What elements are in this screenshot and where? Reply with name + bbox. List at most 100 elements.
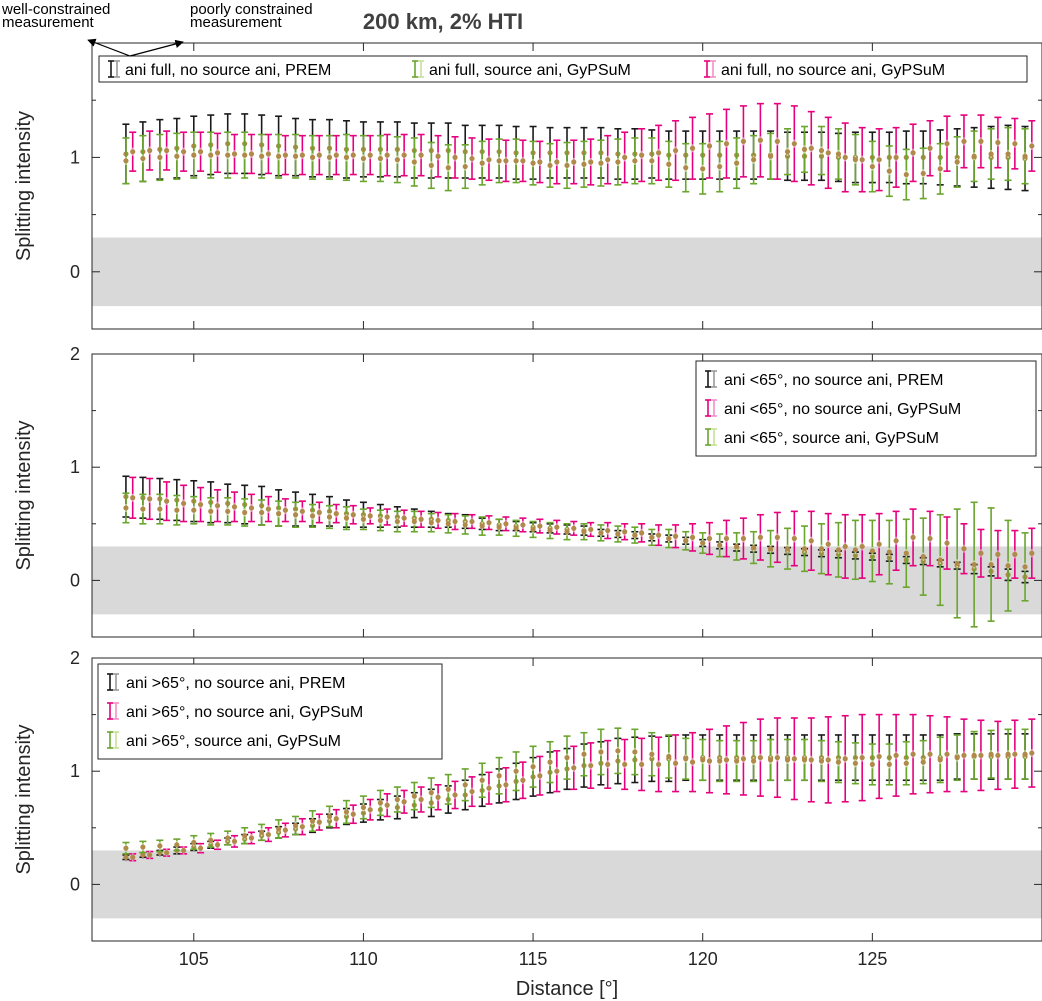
- error-bar: [383, 793, 391, 818]
- data-point: [248, 151, 255, 157]
- error-bar: [546, 740, 554, 784]
- error-bar: [817, 739, 825, 783]
- legend-box: [98, 55, 1028, 83]
- error-bar: [841, 122, 849, 193]
- data-point: [1029, 143, 1035, 149]
- error-bar: [231, 133, 238, 175]
- y-axis-label: Splitting intensity: [13, 420, 35, 570]
- error-bar: [349, 504, 357, 525]
- data-point: [452, 518, 458, 525]
- error-bar: [349, 134, 357, 176]
- legend-entry: ani >65°, no source ani, GyPSuM: [126, 704, 363, 721]
- data-point: [954, 560, 960, 567]
- data-point: [367, 513, 373, 519]
- data-point: [978, 550, 984, 556]
- error-bar: [502, 767, 510, 803]
- error-bar: [621, 131, 629, 184]
- error-bar: [621, 522, 629, 541]
- error-bar: [281, 498, 289, 523]
- error-bar: [614, 525, 622, 543]
- error-bar: [427, 512, 435, 533]
- error-bar: [190, 131, 198, 179]
- error-bar: [224, 131, 232, 179]
- data-point: [978, 752, 984, 758]
- error-bar: [264, 495, 272, 523]
- error-bar: [943, 516, 951, 570]
- error-bar: [784, 128, 792, 176]
- error-bar: [784, 738, 792, 782]
- data-point: [316, 819, 322, 825]
- data-point: [605, 761, 611, 768]
- error-bar: [207, 131, 215, 179]
- error-bar: [309, 134, 317, 180]
- data-point: [242, 509, 248, 516]
- data-point: [367, 807, 373, 813]
- error-bar: [197, 486, 205, 523]
- error-bar: [1021, 728, 1029, 780]
- data-point: [401, 515, 407, 521]
- data-point: [164, 850, 170, 856]
- data-point: [717, 163, 723, 170]
- data-point: [937, 166, 943, 172]
- data-point: [401, 152, 407, 158]
- data-point: [276, 511, 282, 517]
- error-bar: [451, 512, 459, 531]
- data-point: [571, 159, 577, 165]
- series-green: [122, 492, 1029, 628]
- error-bar: [570, 745, 578, 791]
- data-point: [326, 154, 333, 160]
- data-point: [825, 150, 831, 156]
- error-bar: [672, 734, 680, 793]
- data-point: [876, 541, 882, 547]
- data-point: [174, 842, 180, 848]
- error-bar: [665, 140, 673, 188]
- data-point: [191, 152, 197, 158]
- data-point: [292, 512, 299, 518]
- error-bar: [1004, 519, 1012, 612]
- error-bar: [722, 519, 730, 558]
- data-point: [672, 147, 679, 154]
- error-bar: [790, 105, 798, 183]
- error-bar: [461, 144, 469, 190]
- error-bar: [926, 510, 934, 567]
- data-point: [452, 154, 458, 160]
- data-point: [656, 761, 662, 768]
- error-bar: [502, 139, 510, 183]
- error-bar: [733, 137, 741, 190]
- error-bar: [298, 500, 306, 523]
- error-bar: [563, 522, 571, 541]
- data-point: [496, 158, 502, 164]
- data-point: [971, 153, 977, 159]
- error-bar: [733, 739, 741, 783]
- annotation-line: poorly constrained: [190, 1, 313, 18]
- data-point: [326, 514, 333, 520]
- error-bar: [139, 134, 147, 183]
- data-point: [859, 157, 865, 163]
- data-point: [818, 546, 825, 552]
- data-point: [774, 138, 780, 144]
- error-bar: [207, 496, 215, 526]
- data-point: [445, 165, 451, 171]
- error-bar: [597, 728, 605, 776]
- y-tick-label: 0: [70, 874, 80, 894]
- error-bar: [383, 508, 391, 526]
- error-bar: [536, 140, 544, 184]
- data-point: [791, 756, 797, 762]
- error-bar: [784, 527, 792, 570]
- error-bar: [1011, 529, 1019, 579]
- data-point: [360, 516, 367, 522]
- data-point: [944, 751, 950, 757]
- error-bar: [146, 130, 154, 171]
- data-point: [767, 757, 774, 763]
- noise-band: [92, 237, 1042, 307]
- data-point: [564, 529, 570, 535]
- data-point: [292, 822, 299, 829]
- error-bar: [817, 522, 825, 575]
- data-point: [411, 159, 417, 165]
- error-bar: [1021, 532, 1029, 602]
- error-bar: [614, 138, 622, 186]
- data-point: [130, 149, 136, 155]
- data-point: [774, 755, 780, 761]
- data-point: [649, 534, 655, 540]
- error-bar: [309, 503, 317, 528]
